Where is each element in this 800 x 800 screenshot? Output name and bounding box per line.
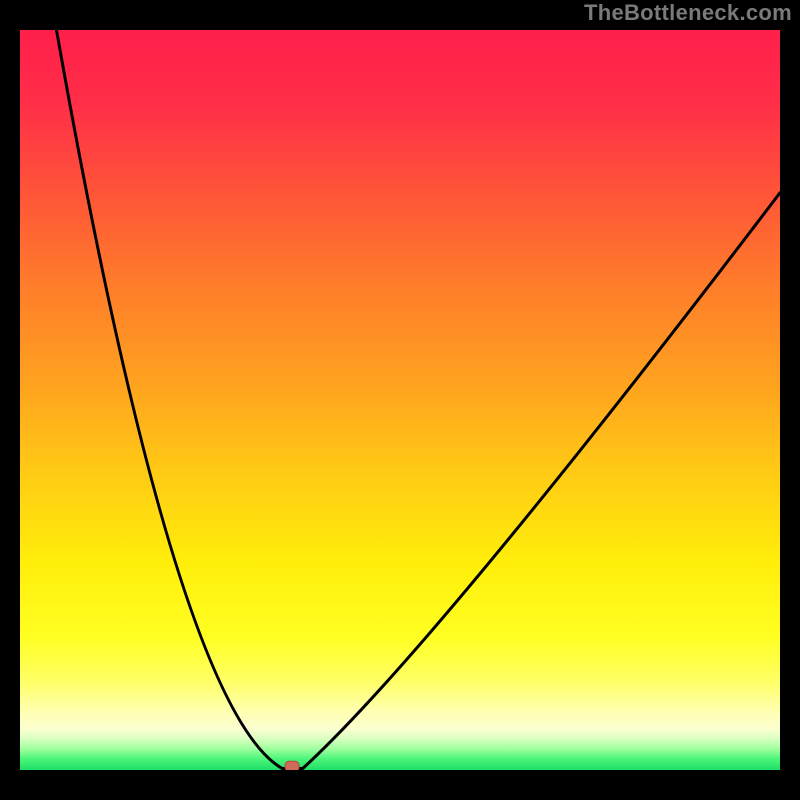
optimal-marker — [285, 761, 299, 770]
plot-area — [20, 30, 780, 770]
chart-svg — [20, 30, 780, 770]
chart-frame: TheBottleneck.com — [0, 0, 800, 800]
watermark-text: TheBottleneck.com — [584, 0, 792, 26]
gradient-background — [20, 30, 780, 770]
